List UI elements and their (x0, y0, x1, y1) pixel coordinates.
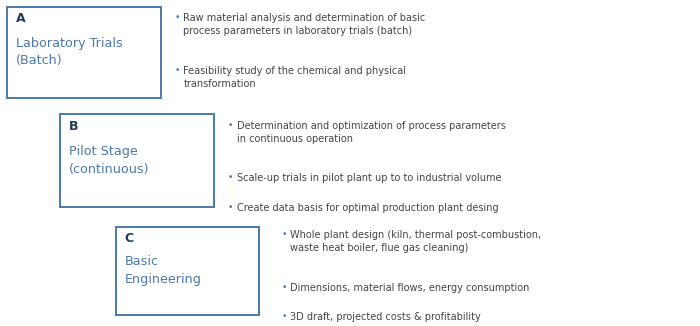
Text: Whole plant design (kiln, thermal post-combustion,
waste heat boiler, flue gas c: Whole plant design (kiln, thermal post-c… (290, 230, 542, 253)
Text: •: • (281, 312, 287, 321)
Text: Basic
Engineering: Basic Engineering (125, 255, 202, 286)
Text: B: B (69, 120, 78, 133)
Text: •: • (174, 66, 180, 75)
Text: Pilot Stage
(continuous): Pilot Stage (continuous) (69, 145, 149, 176)
Text: •: • (228, 173, 233, 183)
FancyBboxPatch shape (60, 114, 213, 207)
Text: Determination and optimization of process parameters
in continuous operation: Determination and optimization of proces… (237, 121, 505, 144)
Text: Feasibility study of the chemical and physical
transformation: Feasibility study of the chemical and ph… (183, 66, 407, 89)
Text: Scale-up trials in pilot plant up to to industrial volume: Scale-up trials in pilot plant up to to … (237, 173, 501, 184)
Text: •: • (281, 230, 287, 239)
FancyBboxPatch shape (116, 227, 259, 315)
Text: •: • (228, 203, 233, 212)
Text: •: • (228, 121, 233, 130)
Text: •: • (281, 283, 287, 292)
Text: Dimensions, material flows, energy consumption: Dimensions, material flows, energy consu… (290, 283, 530, 293)
Text: Raw material analysis and determination of basic
process parameters in laborator: Raw material analysis and determination … (183, 13, 426, 36)
Text: C: C (125, 232, 134, 245)
Text: Create data basis for optimal production plant desing: Create data basis for optimal production… (237, 203, 498, 213)
Text: 3D draft, projected costs & profitability: 3D draft, projected costs & profitabilit… (290, 312, 482, 322)
FancyBboxPatch shape (7, 7, 161, 98)
Text: A: A (16, 12, 26, 25)
Text: Laboratory Trials
(Batch): Laboratory Trials (Batch) (16, 37, 123, 67)
Text: •: • (174, 13, 180, 22)
